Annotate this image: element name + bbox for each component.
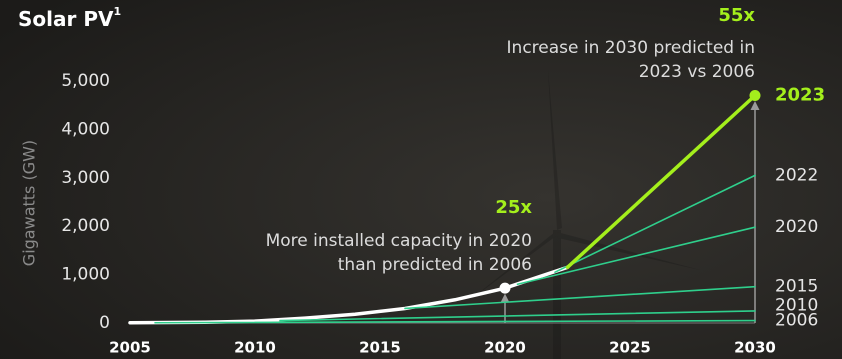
series-line	[516, 226, 756, 286]
annotation-headline: 25x	[495, 197, 532, 218]
y-tick-label: 0	[99, 313, 110, 333]
x-tick-label: 2025	[609, 339, 651, 357]
title-footnote: 1	[113, 5, 121, 18]
series-line	[279, 310, 756, 322]
y-tick-label: 3,000	[61, 168, 110, 188]
annotation-text: than predicted in 2006	[338, 255, 532, 275]
series-label: 2020	[775, 217, 818, 237]
title-text: Solar PV	[18, 7, 114, 31]
series-label: 2010	[775, 296, 818, 316]
y-tick-label: 4,000	[61, 119, 110, 139]
annotation-headline: 55x	[718, 5, 755, 26]
y-tick-label: 1,000	[61, 265, 110, 285]
annotation-text: Increase in 2030 predicted in	[507, 38, 755, 58]
x-tick-label: 2015	[359, 339, 401, 357]
annotation-text: More installed capacity in 2020	[266, 231, 532, 251]
point	[749, 90, 761, 102]
turbine	[470, 70, 700, 359]
series-line	[554, 174, 756, 273]
y-tick-label: 5,000	[61, 71, 110, 91]
x-tick-label: 2010	[234, 339, 276, 357]
x-tick-label: 2005	[109, 339, 151, 357]
series-line	[404, 285, 756, 310]
point	[499, 282, 511, 294]
series-label: 2006	[775, 311, 818, 331]
annotation-text: 2023 vs 2006	[639, 62, 755, 82]
series-label: 2015	[775, 277, 818, 297]
y-axis-label: Gigawatts (GW)	[20, 140, 39, 266]
y-tick-label: 2,000	[61, 216, 110, 236]
series-label: 2022	[775, 165, 818, 185]
chart-title: Solar PV1	[18, 5, 121, 31]
series-line	[565, 93, 757, 270]
x-tick-label: 2020	[484, 339, 526, 357]
series-label: 2023	[775, 85, 825, 106]
series-line	[154, 319, 756, 324]
x-tick-label: 2030	[734, 339, 776, 357]
